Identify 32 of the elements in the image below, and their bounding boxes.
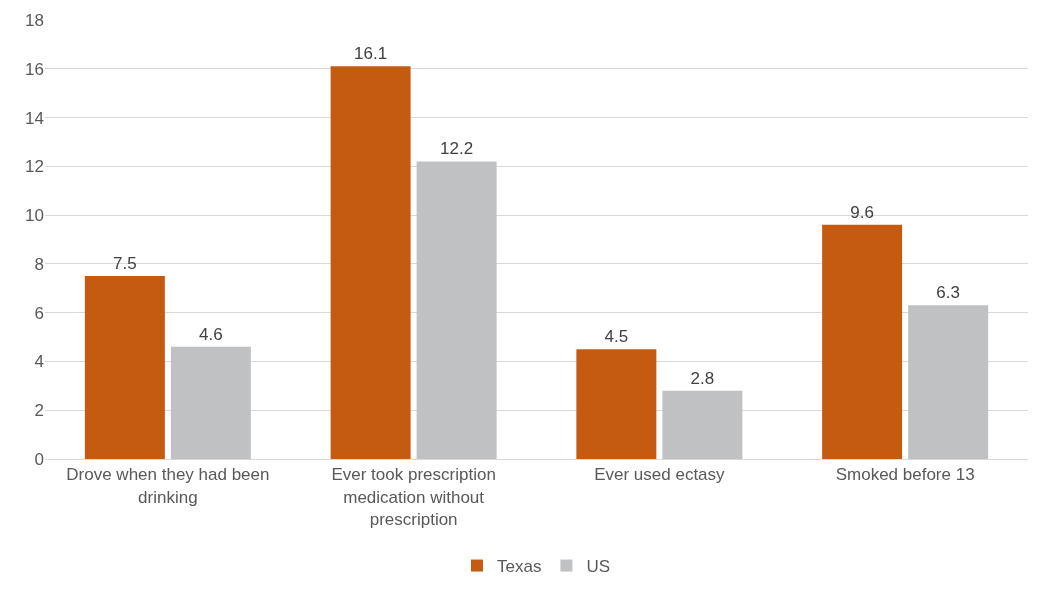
data-label: 12.2 [440,139,474,159]
y-tick-label: 10 [25,206,44,226]
bar [822,224,903,459]
legend-label: Texas [497,557,542,577]
data-label: 16.1 [354,44,388,64]
y-tick-label: 0 [34,449,44,469]
x-tick-label: Drove when they had been drinking [66,465,270,507]
y-tick-label: 14 [25,108,44,128]
y-tick-label: 8 [34,254,44,274]
data-label: 4.6 [199,324,223,344]
y-tick-label: 12 [25,157,44,177]
data-label: 2.8 [690,368,715,388]
bar [662,390,743,459]
bar [330,66,411,459]
data-label: 9.6 [850,202,874,222]
data-label: 6.3 [936,283,960,303]
bar [416,161,497,459]
bar [84,276,165,459]
bar [170,346,251,459]
y-tick-label: 4 [34,352,44,372]
y-tick-label: 16 [25,59,44,79]
data-label: 4.5 [604,327,629,347]
y-tick-label: 6 [34,303,44,323]
y-tick-label: 18 [25,10,44,30]
y-tick-label: 2 [34,401,44,421]
x-tick-label: Ever used ectasy [594,465,726,485]
bar [908,305,989,459]
x-tick-label: Smoked before 13 [835,465,975,485]
bar [576,349,657,459]
data-label: 7.5 [113,254,137,274]
legend-label: US [586,557,611,577]
x-tick-label: Ever took prescription medication without prescription [331,465,496,529]
